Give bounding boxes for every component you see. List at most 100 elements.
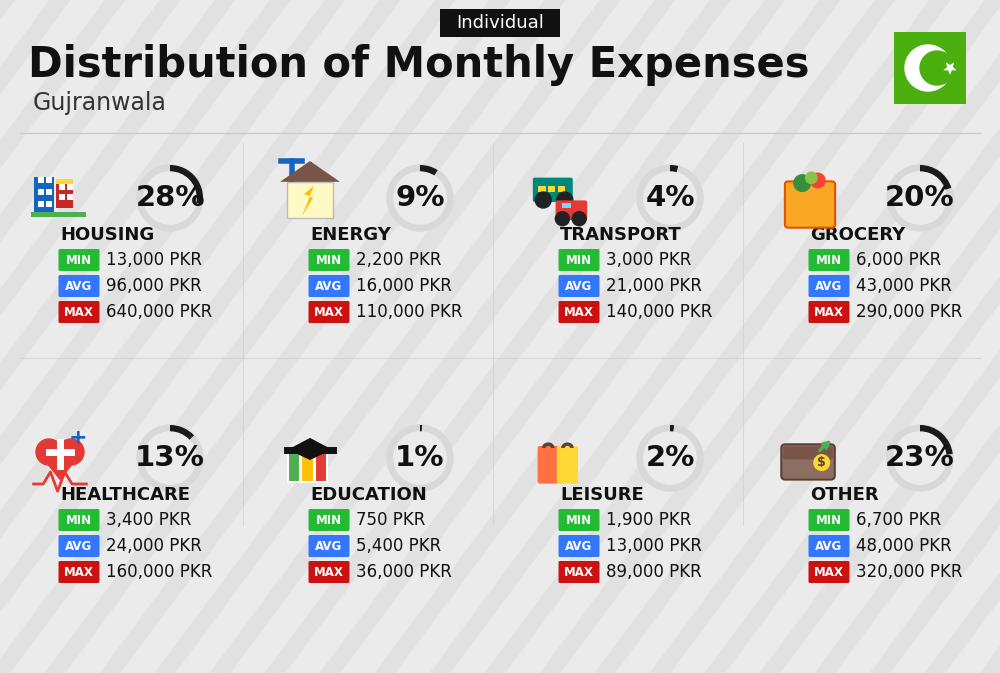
Text: MIN: MIN (566, 513, 592, 526)
Text: AVG: AVG (315, 540, 343, 553)
Text: AVG: AVG (65, 279, 93, 293)
FancyBboxPatch shape (440, 9, 560, 37)
FancyBboxPatch shape (58, 561, 100, 583)
Circle shape (637, 165, 703, 231)
FancyBboxPatch shape (288, 452, 300, 482)
FancyBboxPatch shape (556, 201, 587, 220)
Circle shape (887, 425, 953, 491)
FancyBboxPatch shape (38, 189, 44, 194)
Circle shape (894, 172, 946, 224)
Wedge shape (420, 165, 438, 176)
Text: MAX: MAX (64, 565, 94, 579)
FancyBboxPatch shape (308, 275, 350, 297)
FancyBboxPatch shape (308, 301, 350, 323)
Circle shape (644, 172, 696, 224)
FancyBboxPatch shape (808, 509, 850, 531)
Circle shape (894, 172, 946, 224)
Circle shape (905, 45, 951, 91)
Polygon shape (302, 186, 314, 216)
Text: MAX: MAX (564, 306, 594, 318)
FancyBboxPatch shape (783, 446, 833, 460)
FancyBboxPatch shape (558, 535, 600, 557)
Text: OTHER: OTHER (810, 486, 879, 504)
Circle shape (394, 172, 446, 224)
Circle shape (811, 173, 825, 188)
Text: 6,000 PKR: 6,000 PKR (856, 251, 941, 269)
Text: MAX: MAX (64, 306, 94, 318)
Polygon shape (280, 161, 340, 182)
FancyBboxPatch shape (46, 189, 52, 194)
Polygon shape (288, 438, 332, 460)
FancyBboxPatch shape (59, 184, 65, 190)
Circle shape (555, 212, 569, 225)
Text: TRANSPORT: TRANSPORT (560, 226, 682, 244)
Wedge shape (920, 425, 953, 455)
Text: MAX: MAX (814, 565, 844, 579)
Text: $: $ (817, 456, 826, 469)
FancyBboxPatch shape (58, 249, 100, 271)
Circle shape (58, 439, 84, 465)
Text: Gujranwala: Gujranwala (33, 91, 167, 115)
Text: +: + (69, 429, 87, 448)
Text: MIN: MIN (316, 513, 342, 526)
FancyBboxPatch shape (781, 444, 835, 480)
Text: 13%: 13% (135, 444, 205, 472)
Text: 3,400 PKR: 3,400 PKR (106, 511, 191, 529)
Text: 140,000 PKR: 140,000 PKR (606, 303, 712, 321)
Circle shape (137, 425, 203, 491)
Circle shape (920, 51, 954, 85)
Text: MAX: MAX (314, 565, 344, 579)
FancyBboxPatch shape (808, 301, 850, 323)
Text: HOUSING: HOUSING (60, 226, 154, 244)
FancyBboxPatch shape (557, 446, 578, 484)
Text: MIN: MIN (816, 254, 842, 267)
FancyBboxPatch shape (808, 535, 850, 557)
Wedge shape (920, 165, 951, 190)
Text: 16,000 PKR: 16,000 PKR (356, 277, 452, 295)
Circle shape (144, 172, 196, 224)
Text: 2,200 PKR: 2,200 PKR (356, 251, 442, 269)
FancyBboxPatch shape (56, 179, 73, 184)
Text: 48,000 PKR: 48,000 PKR (856, 537, 952, 555)
Text: 23%: 23% (885, 444, 955, 472)
Circle shape (644, 432, 696, 484)
FancyBboxPatch shape (58, 275, 100, 297)
Polygon shape (943, 63, 957, 75)
Text: AVG: AVG (815, 540, 843, 553)
Circle shape (644, 432, 696, 484)
Text: 3,000 PKR: 3,000 PKR (606, 251, 691, 269)
Text: 6,700 PKR: 6,700 PKR (856, 511, 941, 529)
Circle shape (535, 192, 551, 208)
Text: MAX: MAX (814, 306, 844, 318)
Text: 24,000 PKR: 24,000 PKR (106, 537, 202, 555)
FancyBboxPatch shape (558, 509, 600, 531)
FancyBboxPatch shape (562, 203, 571, 209)
FancyBboxPatch shape (533, 178, 573, 202)
Text: 13,000 PKR: 13,000 PKR (606, 537, 702, 555)
Circle shape (394, 172, 446, 224)
FancyBboxPatch shape (315, 452, 327, 482)
FancyBboxPatch shape (808, 275, 850, 297)
Text: EDUCATION: EDUCATION (310, 486, 427, 504)
Text: 28%: 28% (135, 184, 205, 212)
Circle shape (644, 172, 696, 224)
Text: 110,000 PKR: 110,000 PKR (356, 303, 462, 321)
Circle shape (572, 212, 586, 225)
FancyBboxPatch shape (46, 201, 52, 207)
Text: AVG: AVG (565, 279, 593, 293)
Wedge shape (670, 165, 678, 173)
Text: 750 PKR: 750 PKR (356, 511, 425, 529)
FancyBboxPatch shape (301, 452, 314, 482)
FancyBboxPatch shape (558, 249, 600, 271)
FancyBboxPatch shape (46, 177, 52, 183)
FancyBboxPatch shape (308, 249, 350, 271)
Text: MAX: MAX (564, 565, 594, 579)
Text: MIN: MIN (566, 254, 592, 267)
Text: 13,000 PKR: 13,000 PKR (106, 251, 202, 269)
Circle shape (394, 432, 446, 484)
FancyBboxPatch shape (308, 561, 350, 583)
Text: Individual: Individual (456, 14, 544, 32)
FancyBboxPatch shape (38, 177, 44, 183)
Circle shape (794, 175, 811, 191)
FancyBboxPatch shape (785, 182, 835, 227)
